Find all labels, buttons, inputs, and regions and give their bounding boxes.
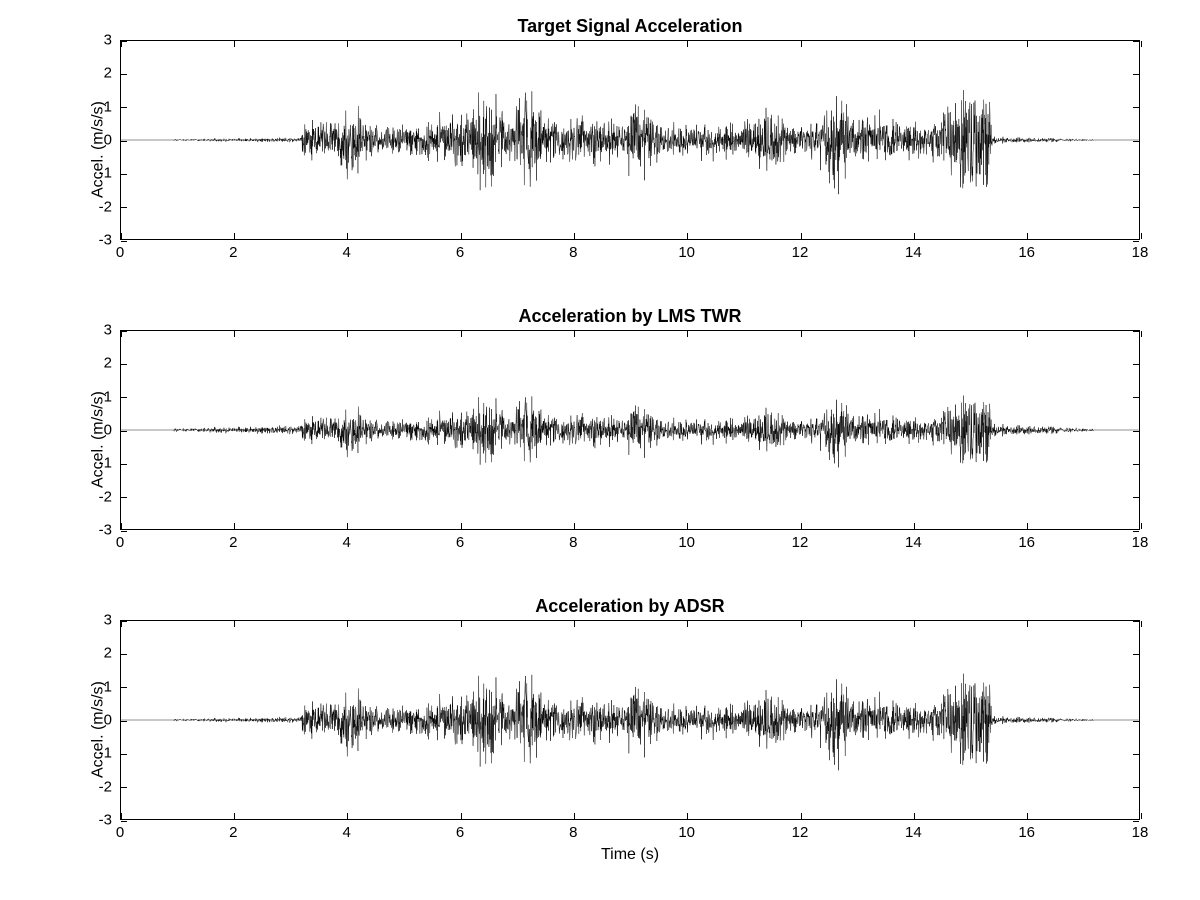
ytick-label: 0	[82, 712, 112, 729]
xtick-label: 10	[678, 534, 695, 551]
xtick-label: 6	[456, 534, 464, 551]
ytick-label: 1	[82, 388, 112, 405]
plot-title: Acceleration by LMS TWR	[120, 306, 1140, 327]
plot-title: Target Signal Acceleration	[120, 16, 1140, 37]
ylabel: Accel. (m/s/s)	[89, 681, 107, 778]
ytick-label: -3	[82, 232, 112, 249]
xtick-label: 10	[678, 824, 695, 841]
xtick-label: 18	[1132, 534, 1149, 551]
figure: Target Signal Acceleration Accel. (m/s/s…	[0, 0, 1200, 900]
ytick-label: 0	[82, 132, 112, 149]
ytick-label: -1	[82, 455, 112, 472]
xtick-label: 12	[792, 534, 809, 551]
xtick-label: 4	[342, 824, 350, 841]
ytick-label: -2	[82, 488, 112, 505]
ytick-label: -2	[82, 778, 112, 795]
xtick-label: 14	[905, 244, 922, 261]
waveform-lms	[121, 331, 1139, 529]
xtick-label: 0	[116, 244, 124, 261]
subplot-adsr: Acceleration by ADSR Accel. (m/s/s) Time…	[120, 620, 1140, 850]
ytick-label: -3	[82, 522, 112, 539]
ytick-label: 3	[82, 32, 112, 49]
xtick-label: 0	[116, 534, 124, 551]
ytick-label: 2	[82, 355, 112, 372]
xtick-label: 4	[342, 534, 350, 551]
ytick-label: 3	[82, 322, 112, 339]
xtick-label: 2	[229, 824, 237, 841]
ytick-label: 1	[82, 678, 112, 695]
xtick-label: 12	[792, 824, 809, 841]
ytick-label: -3	[82, 812, 112, 829]
xtick-label: 14	[905, 824, 922, 841]
subplot-target: Target Signal Acceleration Accel. (m/s/s…	[120, 40, 1140, 270]
ylabel: Accel. (m/s/s)	[89, 101, 107, 198]
xtick-label: 18	[1132, 244, 1149, 261]
waveform-adsr	[121, 621, 1139, 819]
xtick-label: 12	[792, 244, 809, 261]
ytick-label: -1	[82, 165, 112, 182]
waveform-target	[121, 41, 1139, 239]
xtick-label: 6	[456, 824, 464, 841]
xtick-label: 8	[569, 244, 577, 261]
xtick-label: 16	[1018, 244, 1035, 261]
ytick-label: -1	[82, 745, 112, 762]
xtick-label: 8	[569, 824, 577, 841]
plot-title: Acceleration by ADSR	[120, 596, 1140, 617]
xtick-label: 14	[905, 534, 922, 551]
xtick-label: 8	[569, 534, 577, 551]
xtick-label: 2	[229, 534, 237, 551]
xtick-label: 16	[1018, 824, 1035, 841]
ylabel: Accel. (m/s/s)	[89, 391, 107, 488]
xtick-label: 6	[456, 244, 464, 261]
ytick-label: 0	[82, 422, 112, 439]
xtick-label: 16	[1018, 534, 1035, 551]
xtick-label: 2	[229, 244, 237, 261]
subplot-lms: Acceleration by LMS TWR Accel. (m/s/s) -…	[120, 330, 1140, 560]
xlabel: Time (s)	[120, 846, 1140, 864]
xtick-label: 10	[678, 244, 695, 261]
ytick-label: 2	[82, 645, 112, 662]
ytick-label: -2	[82, 198, 112, 215]
plot-area-adsr	[120, 620, 1140, 820]
xtick-label: 0	[116, 824, 124, 841]
ytick-label: 2	[82, 65, 112, 82]
xtick-label: 18	[1132, 824, 1149, 841]
xtick-label: 4	[342, 244, 350, 261]
ytick-label: 3	[82, 612, 112, 629]
plot-area-target	[120, 40, 1140, 240]
plot-area-lms	[120, 330, 1140, 530]
ytick-label: 1	[82, 98, 112, 115]
